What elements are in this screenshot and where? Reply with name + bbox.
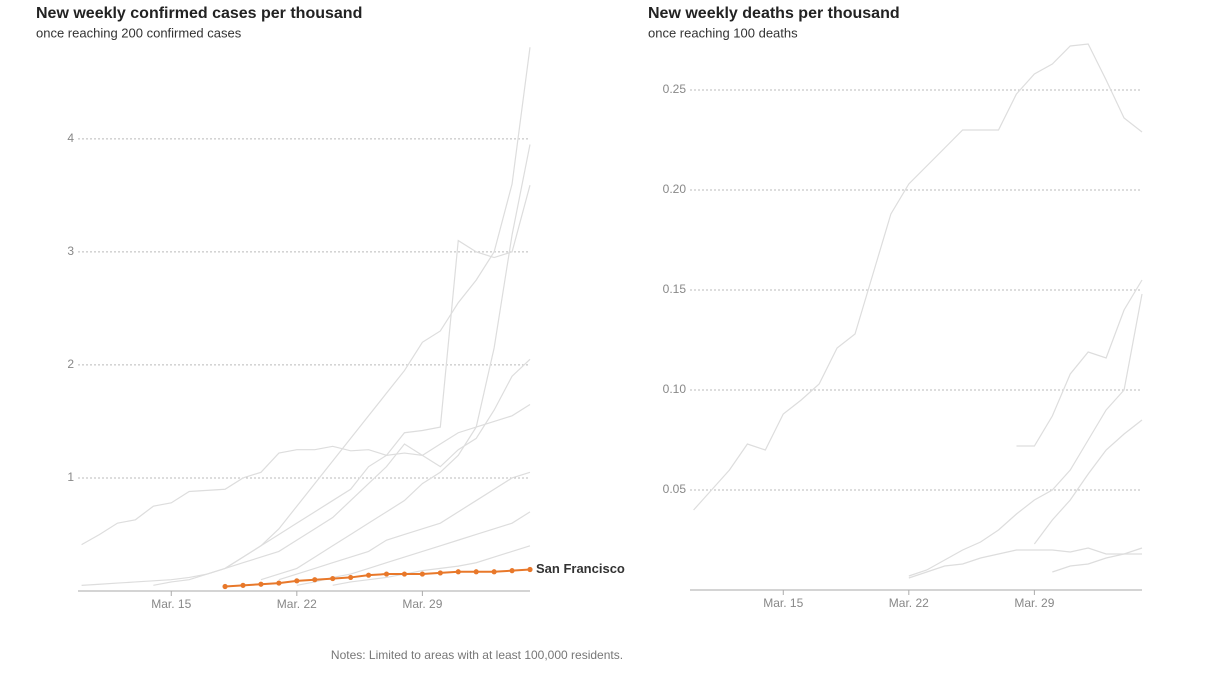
series-label: San Francisco — [536, 561, 625, 576]
data-point — [419, 571, 425, 577]
data-point — [258, 581, 264, 587]
highlight-line — [225, 568, 531, 588]
data-point — [222, 583, 228, 590]
series-line — [153, 358, 531, 586]
data-point — [312, 577, 318, 583]
series-line — [908, 547, 1143, 579]
series-line — [224, 185, 531, 569]
x-tick-label: Mar. 29 — [1014, 596, 1054, 610]
series-line — [1052, 553, 1142, 573]
chart-title: New weekly confirmed cases per thousand — [36, 5, 362, 22]
x-tick-label: Mar. 29 — [402, 597, 442, 611]
data-point — [240, 582, 246, 588]
data-point — [491, 569, 497, 575]
data-point — [437, 570, 443, 576]
x-tick-label: Mar. 15 — [763, 596, 803, 610]
data-point — [383, 571, 390, 577]
y-tick-label: 4 — [67, 131, 74, 145]
data-point — [509, 568, 515, 574]
notes: Notes: Limited to areas with at least 10… — [331, 648, 623, 662]
y-tick-label: 0.15 — [663, 282, 687, 296]
data-point — [527, 566, 533, 573]
y-tick-label: 2 — [67, 357, 74, 371]
chart-subtitle: once reaching 100 deaths — [648, 25, 798, 40]
chart-subtitle: once reaching 200 confirmed cases — [36, 25, 242, 40]
chart-title: New weekly deaths per thousand — [648, 5, 900, 22]
y-tick-label: 0.10 — [663, 382, 687, 396]
y-tick-label: 0.20 — [663, 182, 687, 196]
series-line — [1016, 279, 1143, 447]
series-line — [693, 43, 1143, 511]
series-line — [278, 471, 531, 581]
data-point — [348, 574, 354, 581]
series-line — [908, 293, 1143, 577]
x-tick-label: Mar. 22 — [889, 596, 929, 610]
series-line — [260, 144, 531, 581]
series-line — [332, 545, 531, 586]
data-point — [455, 569, 461, 575]
data-point — [276, 580, 282, 586]
y-tick-label: 3 — [67, 244, 74, 258]
series-line — [81, 47, 531, 586]
series-line — [81, 403, 531, 546]
data-point — [365, 572, 372, 578]
data-point — [330, 575, 336, 582]
x-tick-label: Mar. 22 — [277, 597, 317, 611]
x-tick-label: Mar. 15 — [151, 597, 191, 611]
data-point — [294, 578, 300, 584]
y-tick-label: 0.25 — [663, 82, 687, 96]
series-line — [296, 511, 531, 586]
y-tick-label: 1 — [67, 470, 74, 484]
series-line — [1033, 419, 1143, 545]
data-point — [473, 569, 479, 575]
y-tick-label: 0.05 — [663, 482, 687, 496]
data-point — [401, 571, 408, 577]
